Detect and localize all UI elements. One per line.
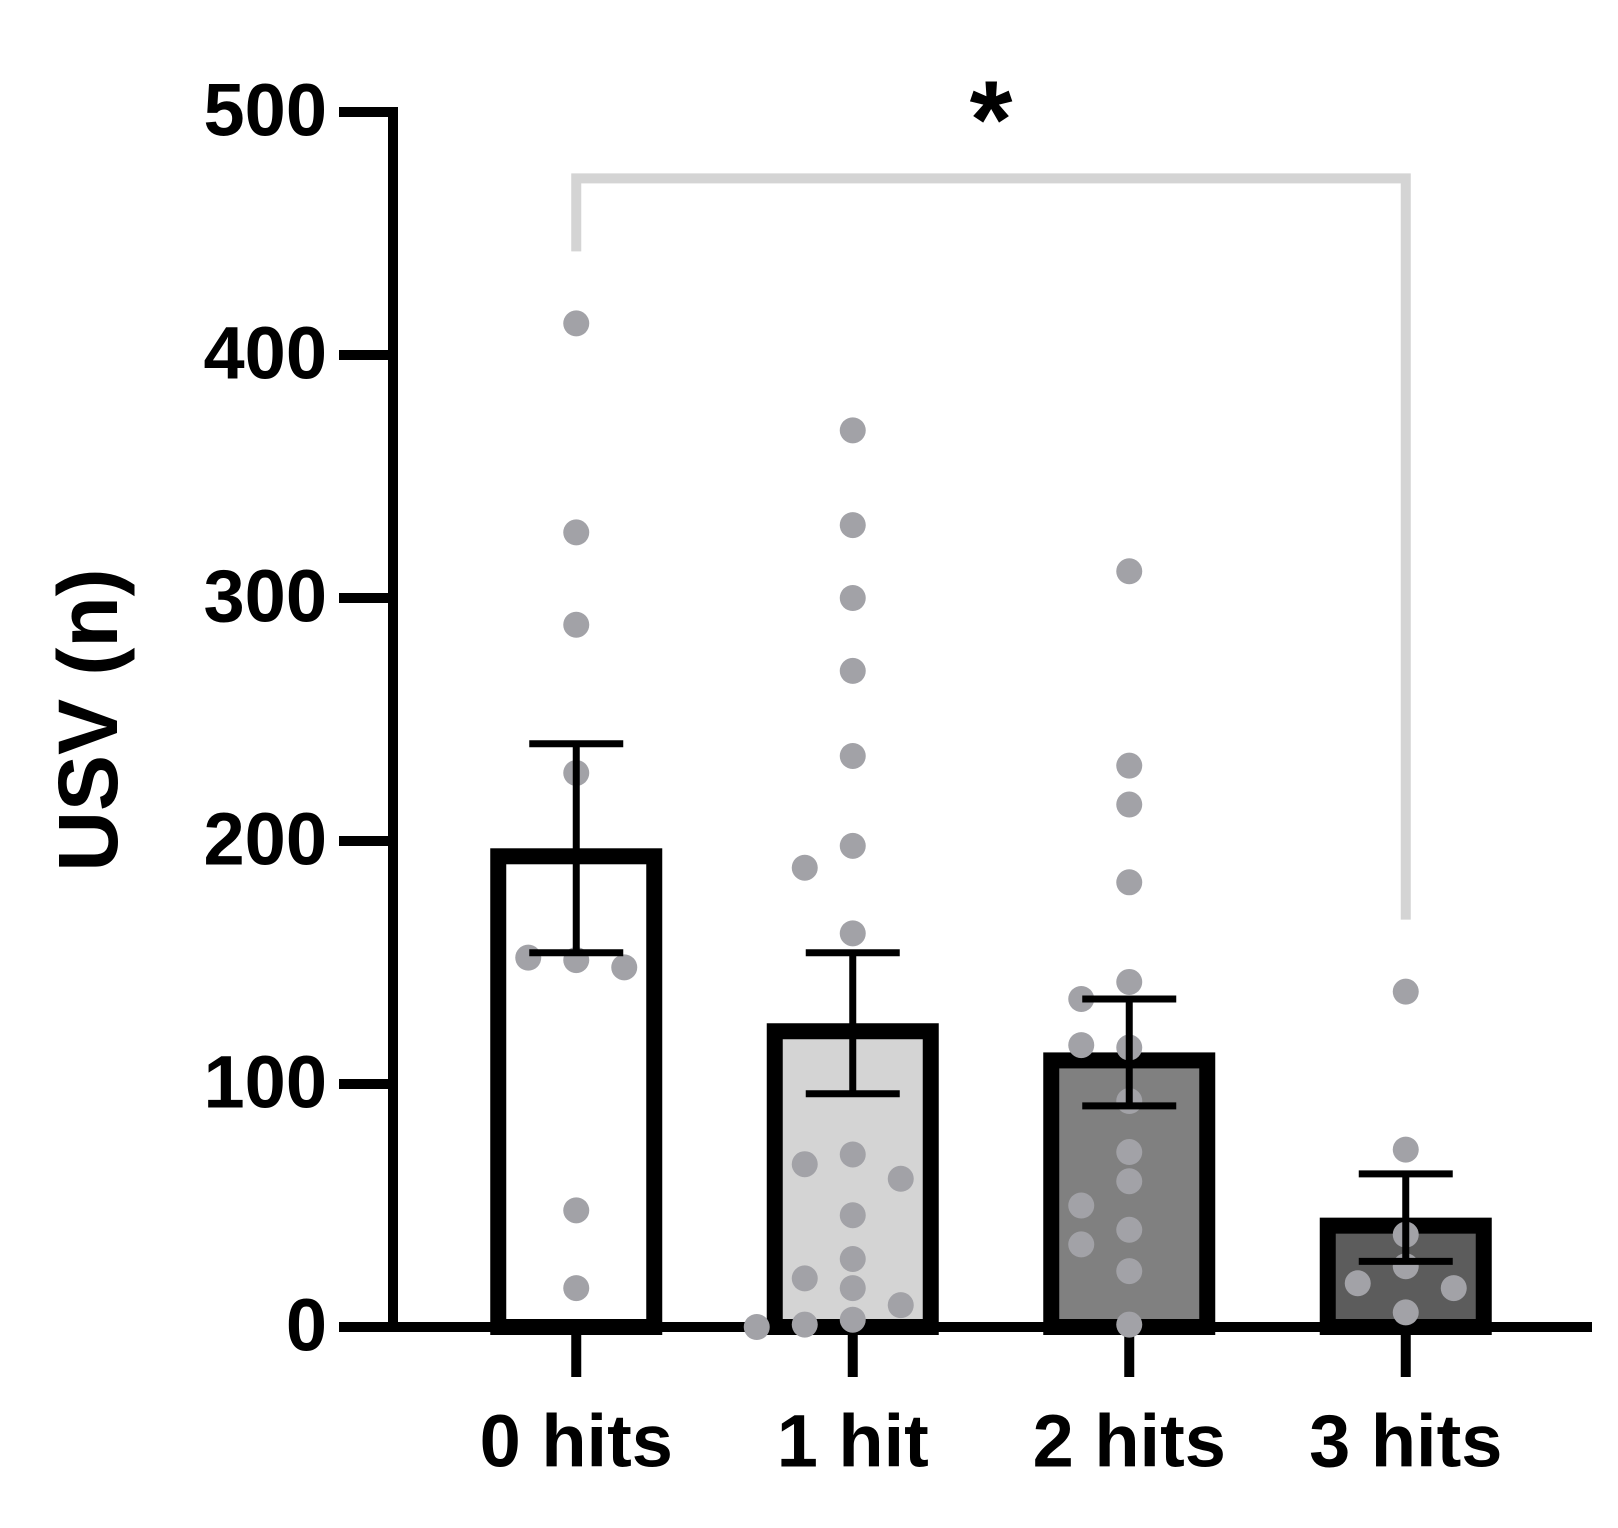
x-tick-label: 0 hits (480, 1400, 673, 1483)
x-tick-label: 1 hit (777, 1400, 929, 1483)
data-point (839, 1202, 866, 1229)
data-point (1068, 1231, 1095, 1258)
y-tick-label: 400 (204, 312, 327, 395)
data-point (1392, 1299, 1419, 1326)
data-point (839, 1275, 866, 1302)
data-point (887, 1165, 914, 1192)
data-point (839, 742, 866, 769)
data-point (1440, 1275, 1467, 1302)
data-point (839, 512, 866, 539)
data-point (515, 944, 542, 971)
data-point (839, 1245, 866, 1272)
y-tick-label: 100 (204, 1041, 327, 1124)
data-point (563, 519, 590, 546)
data-point (839, 1306, 866, 1333)
data-point (1392, 978, 1419, 1005)
x-tick-label: 2 hits (1033, 1400, 1226, 1483)
data-point (1068, 1192, 1095, 1219)
data-point (839, 832, 866, 859)
data-point (1344, 1270, 1371, 1297)
data-point (791, 1311, 818, 1338)
data-point (791, 854, 818, 881)
data-point (1116, 1258, 1143, 1285)
data-point (839, 417, 866, 444)
data-point (791, 1151, 818, 1178)
data-point (1116, 1168, 1143, 1195)
data-point (1068, 985, 1095, 1012)
y-axis-label: USV (n) (41, 568, 135, 871)
y-tick-label: 300 (204, 555, 327, 638)
y-tick-label: 0 (286, 1284, 327, 1367)
data-point (1116, 1139, 1143, 1166)
y-tick-label: 200 (204, 798, 327, 881)
significance-label: * (970, 58, 1013, 181)
data-point (563, 1275, 590, 1302)
data-point (1116, 752, 1143, 779)
data-point (1116, 558, 1143, 585)
data-point (1116, 791, 1143, 818)
y-tick-label: 500 (204, 69, 327, 152)
data-point (743, 1314, 770, 1340)
data-point (1116, 1216, 1143, 1243)
data-point (839, 1141, 866, 1168)
data-point (1116, 869, 1143, 896)
x-tick-label: 3 hits (1309, 1400, 1502, 1483)
data-point (839, 920, 866, 947)
data-point (1116, 1311, 1143, 1338)
data-point (839, 585, 866, 611)
data-point (563, 1197, 590, 1224)
data-point (887, 1292, 914, 1319)
data-point (839, 657, 866, 684)
significance-bracket (571, 173, 1411, 920)
data-point (611, 954, 638, 981)
data-point (563, 310, 590, 337)
data-point (563, 611, 590, 638)
data-point (1116, 968, 1143, 995)
data-point (791, 1265, 818, 1292)
data-point (1392, 1136, 1419, 1163)
data-point (1068, 1032, 1095, 1059)
